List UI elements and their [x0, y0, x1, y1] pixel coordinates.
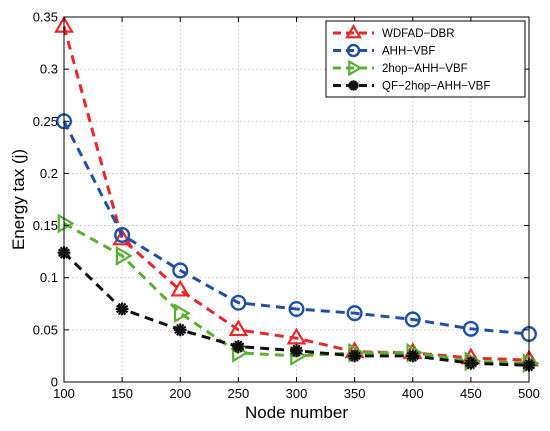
asterisk-stroke [348, 81, 359, 90]
data-point [231, 340, 245, 353]
data-point [57, 213, 75, 234]
ticks: 100 150 200 250 300 350 400 450 500 0 0.05 0.1 0.15 0… [33, 10, 540, 402]
legend-marker [348, 59, 363, 77]
legend: WDFAD−DBR AHH−VBF 2hop−AHH−VBF QF−2hop−AHH−… [325, 20, 526, 98]
data-point [462, 320, 479, 337]
x-tick-label: 150 [111, 386, 133, 401]
series-line [62, 120, 530, 336]
data-point [170, 279, 191, 297]
y-tick-label: 0.15 [33, 218, 58, 233]
asterisk-stroke [232, 342, 245, 351]
series-layer [54, 15, 540, 374]
legend-label: QF−2hop−AHH−VBF [382, 81, 490, 93]
data-point [348, 349, 362, 363]
data-point [114, 226, 131, 243]
series-line [62, 25, 530, 362]
legend-marker [348, 80, 359, 91]
legend-label: WDFAD−DBR [382, 28, 455, 40]
data-point [404, 311, 421, 328]
y-tick-label: 0 [51, 375, 58, 390]
y-axis-title: Energy tax (j) [9, 149, 28, 250]
asterisk-stroke [116, 304, 129, 314]
data-point [346, 305, 363, 322]
data-point [228, 319, 249, 337]
data-point [115, 245, 133, 266]
legend-label: 2hop−AHH−VBF [382, 63, 468, 75]
x-tick-label: 200 [169, 386, 191, 401]
y-tick-label: 0.35 [33, 10, 58, 25]
y-tick-label: 0.25 [33, 114, 58, 129]
legend-marker [346, 43, 361, 58]
legend-marker [345, 24, 362, 39]
data-point [288, 301, 305, 318]
data-point [290, 344, 303, 358]
asterisk-stroke [406, 351, 419, 361]
data-point [115, 302, 129, 316]
asterisk-stroke [290, 346, 303, 355]
x-tick-label: 450 [460, 386, 482, 401]
y-tick-label: 0.1 [40, 270, 58, 285]
data-point [173, 323, 187, 337]
x-tick-label: 300 [286, 386, 308, 401]
asterisk-stroke [174, 325, 187, 335]
y-tick-label: 0.2 [40, 166, 58, 181]
y-tick-label: 0.3 [40, 62, 58, 77]
data-point [230, 294, 247, 311]
x-tick-label: 350 [344, 386, 366, 401]
legend-label: AHH−VBF [382, 46, 435, 58]
y-tick-label: 0.05 [33, 322, 58, 337]
data-point [464, 356, 478, 370]
x-axis-title: Node number [245, 403, 348, 422]
data-point [173, 303, 191, 324]
x-tick-label: 100 [53, 386, 75, 401]
data-point [172, 262, 189, 279]
data-point [286, 327, 307, 345]
asterisk-stroke [464, 359, 477, 368]
asterisk-stroke [348, 351, 361, 361]
data-point [406, 349, 420, 363]
data-point [112, 228, 133, 246]
x-tick-label: 400 [402, 386, 424, 401]
x-tick-label: 250 [228, 386, 250, 401]
x-tick-label: 500 [518, 386, 540, 401]
series-4 [57, 246, 536, 372]
